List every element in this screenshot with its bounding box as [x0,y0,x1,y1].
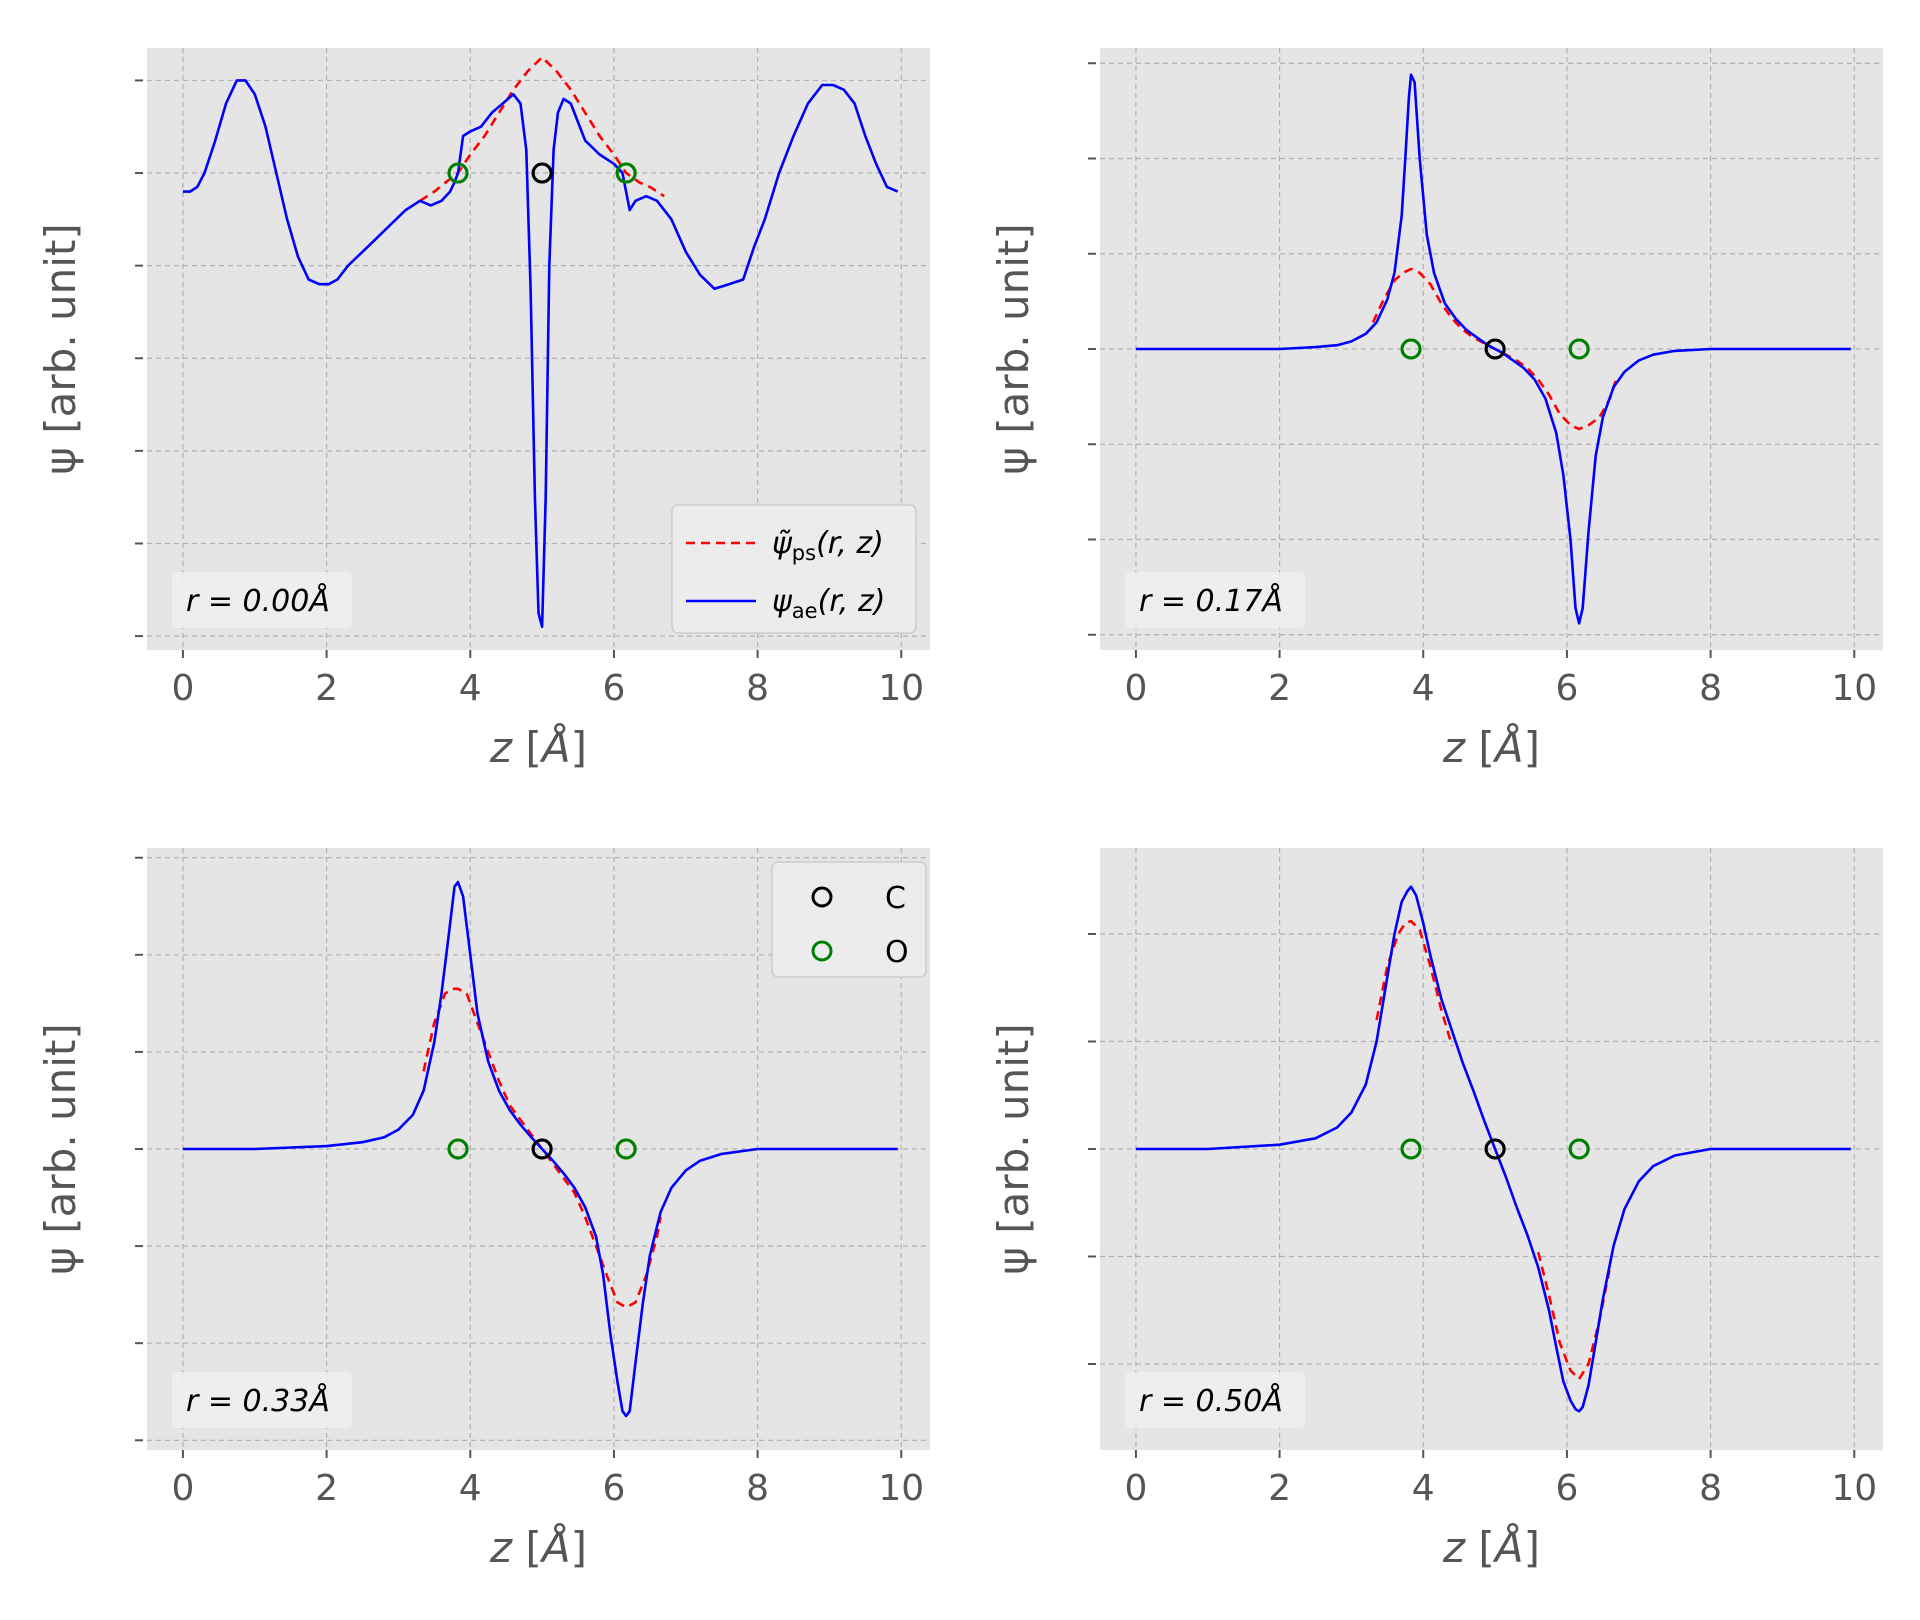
x-tick-label: 6 [602,668,625,709]
marker-c-top [1484,338,1506,360]
x-tick-label: 8 [1699,1468,1722,1509]
legend-label-c: C [885,881,906,916]
legend-label-psi-ae: ψae(r, z) [772,584,885,623]
x-tick-label: 2 [1268,1468,1291,1509]
annotation-box [172,572,352,628]
x-tick-label: 0 [171,1468,194,1509]
legend-label-o: O [885,935,909,970]
marker-o-top [447,1138,469,1160]
series-psi-ae [182,79,899,629]
x-axis-label: z [Å] [1442,1522,1540,1572]
annotation-box [172,1372,352,1428]
x-tick-label: 8 [1699,668,1722,709]
series-psi-ae [1135,73,1851,625]
marker-c-top [531,162,553,184]
x-tick-label: 10 [878,1468,924,1509]
legend-label-psi-ps: ψ̃ps(r, z) [772,526,884,565]
annotation-text: r = 0.17Å [1139,583,1283,619]
marker-c-top [1484,1138,1506,1160]
marker-o-top [615,162,637,184]
x-axis-label: z [Å] [489,1522,587,1572]
annotation-text: r = 0.33Å [186,1383,330,1419]
x-tick-label: 8 [746,668,769,709]
y-axis-label: ψ [arb. unit] [36,223,85,475]
x-tick-label: 8 [746,1468,769,1509]
marker-o-top [615,1138,637,1160]
x-axis-label: z [Å] [489,722,587,772]
annotation-box [1125,572,1305,628]
marker-o-top [1400,1138,1422,1160]
x-axis-label: z [Å] [1442,722,1540,772]
x-tick-label: 10 [1831,668,1877,709]
x-tick-label: 4 [1412,668,1435,709]
x-tick-label: 0 [1124,668,1147,709]
x-tick-label: 4 [459,668,482,709]
marker-o-top [1568,338,1590,360]
x-tick-label: 4 [459,1468,482,1509]
x-tick-label: 2 [315,1468,338,1509]
annotation-text: r = 0.50Å [1139,1383,1283,1419]
y-axis-label: ψ [arb. unit] [989,223,1038,475]
marker-c-top [531,1138,553,1160]
x-tick-label: 6 [1555,1468,1578,1509]
series-psi-ps [422,987,662,1309]
marker-o-top [1400,338,1422,360]
x-tick-label: 10 [1831,1468,1877,1509]
x-tick-label: 0 [171,668,194,709]
panel-4: 0 2 4 6 8 10 z [Å] ψ [arb. unit] r = 0.50Å [989,848,1883,1572]
panel-3: 0 2 4 6 8 10 z [Å] ψ [arb. unit] r = 0.33Å CO [36,848,930,1572]
panel-1: 0 2 4 6 8 10 z [Å] ψ [arb. unit] r = 0.00Å ψ̃ps(r… [36,48,930,772]
x-tick-label: 10 [878,668,924,709]
annotation-box [1125,1372,1305,1428]
y-axis-label: ψ [arb. unit] [989,1023,1038,1275]
x-tick-label: 6 [602,1468,625,1509]
series-psi-ps [1536,1251,1612,1381]
legend-marker-c [811,886,833,908]
legend-box [771,861,927,978]
x-tick-label: 0 [1124,1468,1147,1509]
x-tick-label: 2 [1268,668,1291,709]
legend-marker-o [811,940,833,962]
marker-o-top [1568,1138,1590,1160]
x-tick-label: 4 [1412,1468,1435,1509]
annotation-text: r = 0.00Å [186,583,330,619]
x-tick-label: 6 [1555,668,1578,709]
panel-2: 0 2 4 6 8 10 z [Å] ψ [arb. unit] r = 0.17Å [989,48,1883,772]
series-psi-ae [1135,885,1851,1413]
x-tick-label: 2 [315,668,338,709]
y-axis-label: ψ [arb. unit] [36,1023,85,1275]
marker-o-top [447,162,469,184]
